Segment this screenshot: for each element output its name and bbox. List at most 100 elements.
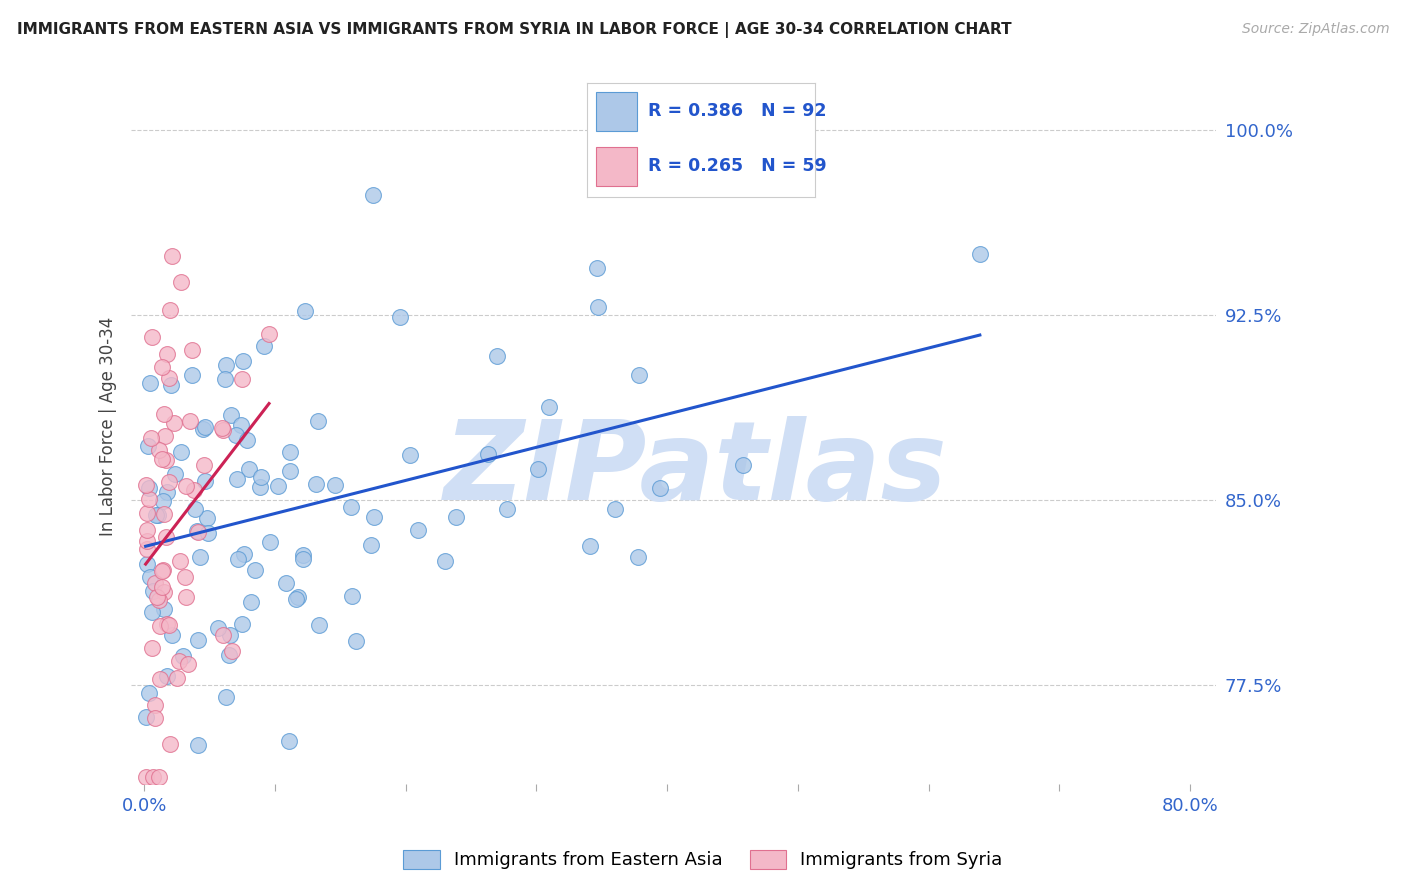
Point bbox=[280, 445, 302, 459]
Point bbox=[233, 547, 256, 561]
Point bbox=[141, 330, 163, 344]
Point bbox=[138, 492, 160, 507]
Point bbox=[135, 710, 157, 724]
Point bbox=[157, 370, 180, 384]
Point bbox=[152, 602, 174, 616]
Point bbox=[231, 371, 253, 385]
Point bbox=[648, 481, 671, 495]
Point bbox=[433, 553, 456, 567]
Point bbox=[155, 529, 177, 543]
Point bbox=[160, 627, 183, 641]
Point bbox=[194, 420, 217, 434]
Point bbox=[155, 452, 177, 467]
Point bbox=[195, 510, 218, 524]
Point bbox=[186, 524, 208, 538]
Point bbox=[153, 507, 176, 521]
Point bbox=[148, 593, 170, 607]
Point bbox=[156, 484, 179, 499]
Point bbox=[139, 376, 162, 391]
Point bbox=[186, 524, 208, 539]
Point bbox=[159, 737, 181, 751]
Point bbox=[145, 508, 167, 522]
Point bbox=[173, 570, 195, 584]
Point bbox=[495, 502, 517, 516]
Point bbox=[477, 447, 499, 461]
Point bbox=[172, 649, 194, 664]
Point bbox=[142, 584, 165, 599]
Point bbox=[193, 458, 215, 472]
Point bbox=[135, 541, 157, 556]
Point bbox=[579, 540, 602, 554]
Point bbox=[221, 644, 243, 658]
Text: IMMIGRANTS FROM EASTERN ASIA VS IMMIGRANTS FROM SYRIA IN LABOR FORCE | AGE 30-34: IMMIGRANTS FROM EASTERN ASIA VS IMMIGRAN… bbox=[17, 22, 1011, 38]
Point bbox=[605, 502, 627, 516]
Point bbox=[238, 462, 260, 476]
Point bbox=[194, 474, 217, 488]
Point bbox=[360, 538, 382, 552]
Point bbox=[211, 423, 233, 437]
Point bbox=[266, 479, 288, 493]
Point bbox=[149, 672, 172, 686]
Point bbox=[166, 671, 188, 685]
Point bbox=[148, 442, 170, 457]
Point bbox=[215, 690, 238, 705]
Point bbox=[344, 634, 367, 648]
Text: ZIPatlas: ZIPatlas bbox=[443, 416, 948, 523]
Point bbox=[284, 591, 307, 606]
Point bbox=[236, 434, 259, 448]
Point bbox=[150, 564, 173, 578]
Point bbox=[187, 738, 209, 752]
Point bbox=[153, 429, 176, 443]
Point bbox=[280, 464, 302, 478]
Point bbox=[138, 570, 160, 584]
Point bbox=[145, 590, 167, 604]
Point bbox=[276, 576, 298, 591]
Point bbox=[340, 589, 363, 603]
Point bbox=[225, 472, 247, 486]
Y-axis label: In Labor Force | Age 30-34: In Labor Force | Age 30-34 bbox=[100, 317, 117, 536]
Point bbox=[135, 558, 157, 572]
Point bbox=[388, 310, 411, 324]
Point bbox=[163, 467, 186, 481]
Point bbox=[136, 523, 159, 537]
Point bbox=[627, 550, 650, 565]
Point bbox=[135, 770, 157, 784]
Point bbox=[291, 548, 314, 562]
Point bbox=[305, 477, 328, 491]
Point bbox=[287, 590, 309, 604]
Point bbox=[399, 448, 422, 462]
Point bbox=[294, 304, 316, 318]
Text: Source: ZipAtlas.com: Source: ZipAtlas.com bbox=[1241, 22, 1389, 37]
Point bbox=[145, 698, 167, 712]
Point bbox=[156, 347, 179, 361]
Point bbox=[363, 510, 385, 524]
Point bbox=[444, 510, 467, 524]
Point bbox=[231, 417, 253, 432]
Point bbox=[169, 554, 191, 568]
Point bbox=[340, 500, 363, 514]
Point bbox=[174, 590, 197, 604]
Point bbox=[218, 648, 240, 662]
Legend: Immigrants from Eastern Asia, Immigrants from Syria: Immigrants from Eastern Asia, Immigrants… bbox=[395, 841, 1011, 879]
Point bbox=[163, 416, 186, 430]
Point bbox=[181, 368, 204, 382]
Point bbox=[169, 654, 191, 668]
Point bbox=[219, 408, 242, 422]
Point bbox=[156, 668, 179, 682]
Point bbox=[214, 372, 236, 386]
Point bbox=[146, 508, 169, 523]
Point bbox=[141, 640, 163, 655]
Point bbox=[239, 595, 262, 609]
Point bbox=[308, 618, 330, 632]
Point bbox=[159, 377, 181, 392]
Point bbox=[292, 552, 315, 566]
Point bbox=[212, 628, 235, 642]
Point bbox=[170, 445, 193, 459]
Point bbox=[148, 770, 170, 784]
Point bbox=[218, 628, 240, 642]
Point bbox=[181, 343, 204, 358]
Point bbox=[486, 349, 509, 363]
Point bbox=[135, 506, 157, 520]
Point bbox=[586, 260, 609, 275]
Point bbox=[138, 686, 160, 700]
